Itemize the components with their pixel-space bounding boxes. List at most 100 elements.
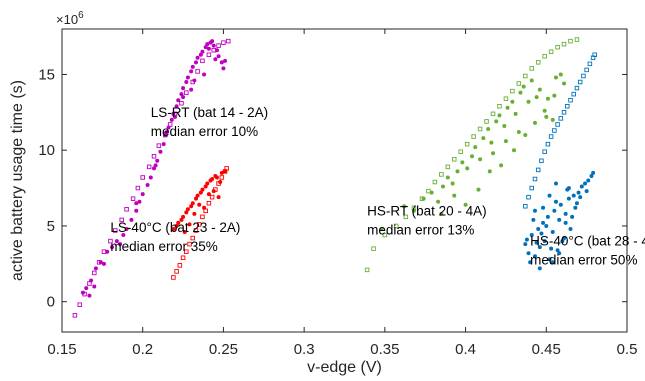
predicted-point — [561, 110, 567, 115]
measured-point — [181, 214, 186, 219]
measured-point — [502, 123, 507, 128]
measured-point — [532, 254, 537, 259]
measured-point — [568, 226, 573, 231]
predicted-point — [119, 217, 124, 223]
measured-point — [553, 75, 558, 80]
measured-point — [512, 148, 516, 153]
x-tick-label: 0.35 — [370, 341, 399, 358]
predicted-point — [535, 60, 541, 65]
measured-point — [591, 170, 596, 175]
measured-point — [465, 166, 470, 171]
predicted-point — [571, 91, 576, 97]
predicted-point — [532, 176, 538, 182]
y-tick-label: 0 — [47, 294, 55, 311]
measured-point — [152, 166, 157, 171]
measured-point — [491, 151, 496, 156]
measured-point — [197, 202, 202, 207]
measured-point — [563, 220, 568, 225]
predicted-point — [587, 61, 593, 67]
series-1 — [72, 38, 231, 318]
measured-point — [499, 163, 504, 168]
x-tick-label: 0.3 — [294, 341, 315, 358]
annotations: LS-RT (bat 14 - 2A) median error 10% LS-40… — [110, 105, 645, 268]
measured-point — [189, 87, 194, 92]
annotation-line: median error 50% — [530, 253, 637, 268]
measured-point — [174, 104, 179, 109]
predicted-point — [203, 208, 208, 214]
predicted-point — [568, 38, 573, 44]
measured-point — [216, 195, 221, 200]
predicted-point — [151, 154, 157, 159]
measured-point — [80, 290, 85, 295]
measured-point — [555, 248, 560, 253]
measured-point — [521, 84, 526, 89]
series-2 — [171, 166, 229, 280]
predicted-point — [196, 222, 202, 227]
annotation-line: median error 35% — [110, 239, 217, 254]
measured-point — [185, 207, 190, 212]
measured-point — [200, 49, 205, 54]
measured-point — [101, 261, 106, 266]
measured-point — [121, 233, 126, 238]
measured-point — [181, 86, 186, 91]
x-tick-label: 0.4 — [455, 341, 476, 358]
measured-point — [544, 114, 549, 119]
measured-point — [528, 260, 533, 265]
measured-point — [550, 117, 555, 122]
measured-point — [213, 57, 218, 62]
measured-point — [562, 81, 567, 86]
predicted-point — [184, 249, 189, 254]
measured-point — [110, 245, 115, 250]
measured-point — [455, 169, 460, 174]
measured-point — [214, 175, 219, 180]
predicted-point — [184, 90, 189, 95]
predicted-point — [113, 228, 118, 233]
measured-point — [558, 72, 563, 77]
predicted-point — [179, 100, 184, 106]
measured-point — [542, 108, 547, 113]
predicted-point — [226, 38, 231, 44]
measured-point — [411, 208, 416, 213]
measured-point — [148, 175, 153, 180]
measured-point — [190, 64, 195, 69]
predicted-point — [555, 44, 560, 50]
measured-point — [219, 170, 224, 175]
measured-point — [84, 286, 89, 291]
measured-point — [553, 181, 558, 186]
measured-point — [181, 95, 186, 100]
measured-point — [171, 111, 176, 116]
predicted-point — [216, 43, 221, 48]
predicted-point — [209, 194, 215, 200]
predicted-point — [371, 246, 376, 251]
x-tick-label: 0.5 — [617, 341, 638, 358]
measured-point — [134, 201, 139, 206]
measured-point — [518, 90, 523, 95]
measured-point — [210, 176, 215, 181]
annotation-line: LS-RT (bat 14 - 2A) — [151, 105, 268, 120]
measured-point — [489, 140, 494, 145]
predicted-point — [393, 223, 399, 229]
predicted-point — [458, 149, 463, 154]
predicted-point — [224, 166, 229, 171]
annotation-line: LS-40°C (bat 23 - 2A) — [110, 220, 240, 235]
measured-point — [93, 266, 98, 271]
measured-point — [92, 284, 97, 289]
predicted-point — [548, 134, 554, 139]
measured-point — [155, 158, 160, 163]
predicted-point — [426, 188, 431, 194]
measured-point — [158, 149, 163, 154]
measured-point — [195, 55, 200, 60]
measured-point — [206, 192, 211, 197]
measured-point — [198, 190, 203, 195]
measured-point — [532, 120, 537, 125]
predicted-point — [584, 67, 589, 73]
predicted-point — [565, 104, 570, 109]
measured-point — [553, 199, 558, 204]
measured-point — [153, 163, 158, 168]
measured-point — [584, 189, 589, 194]
measured-point — [529, 78, 534, 83]
measured-point — [513, 111, 518, 116]
measured-point — [544, 223, 549, 228]
measured-point — [189, 69, 194, 74]
